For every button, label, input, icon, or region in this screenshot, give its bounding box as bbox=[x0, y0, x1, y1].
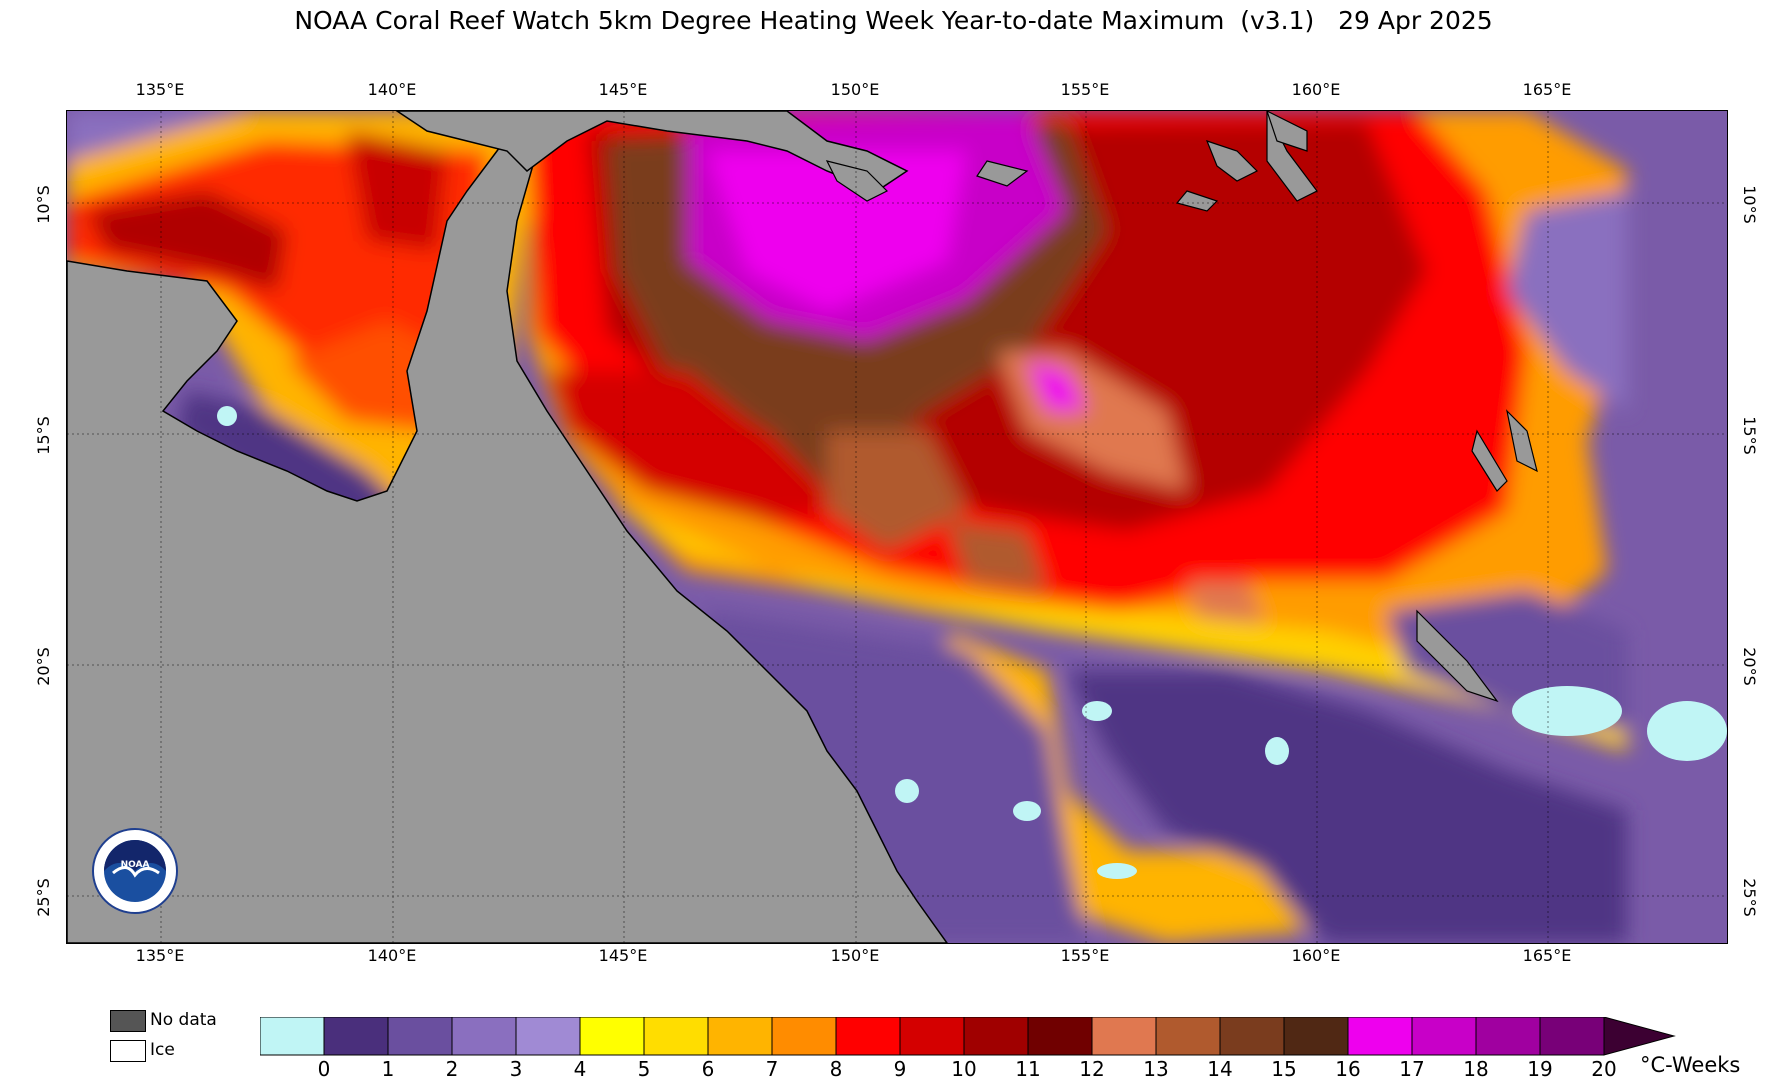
lat-label: 15°S bbox=[33, 416, 53, 455]
colorbar-cell bbox=[260, 1017, 325, 1056]
dhw-map[interactable]: NOAA bbox=[66, 110, 1728, 944]
colorbar-cell bbox=[1155, 1017, 1221, 1056]
colorbar-cell bbox=[899, 1017, 965, 1056]
islands bbox=[825, 111, 1538, 703]
lat-label: 20°S bbox=[1739, 647, 1759, 686]
heat-field bbox=[67, 111, 1627, 943]
lon-label: 165°E bbox=[1522, 946, 1572, 965]
colorbar-tick-label: 17 bbox=[1399, 1057, 1425, 1081]
map-canvas: NOAA bbox=[67, 111, 1727, 943]
colorbar-tick-label: 18 bbox=[1463, 1057, 1489, 1081]
ice-patches bbox=[217, 406, 1727, 879]
lon-label: 140°E bbox=[367, 80, 417, 99]
ice-swatch bbox=[110, 1040, 146, 1062]
lon-label: 150°E bbox=[830, 80, 880, 99]
colorbar-tick-label: 6 bbox=[701, 1057, 715, 1081]
colorbar-tick-label: 7 bbox=[765, 1057, 779, 1081]
colorbar-cell bbox=[1283, 1017, 1349, 1056]
lon-label: 135°E bbox=[135, 80, 185, 99]
colorbar-tick-label: 16 bbox=[1335, 1057, 1361, 1081]
colorbar-tick-label: 19 bbox=[1527, 1057, 1553, 1081]
lon-label: 160°E bbox=[1291, 946, 1341, 965]
colorbar-cell bbox=[963, 1017, 1029, 1056]
lat-label: 10°S bbox=[33, 185, 53, 224]
colorbar-cell bbox=[1539, 1017, 1605, 1056]
colorbar-cell bbox=[771, 1017, 837, 1056]
colorbar-tick-label: 5 bbox=[637, 1057, 651, 1081]
lon-label: 155°E bbox=[1060, 946, 1110, 965]
colorbar-tick-label: 10 bbox=[951, 1057, 977, 1081]
colorbar-cell bbox=[387, 1017, 453, 1056]
colorbar-tick-label: 2 bbox=[445, 1057, 459, 1081]
colorbar-cell bbox=[1091, 1017, 1157, 1056]
colorbar-tick-label: 12 bbox=[1079, 1057, 1105, 1081]
colorbar-tick-label: 14 bbox=[1207, 1057, 1233, 1081]
land-png bbox=[395, 111, 909, 192]
colorbar-cell bbox=[451, 1017, 517, 1056]
lon-label: 145°E bbox=[598, 80, 648, 99]
lat-label: 20°S bbox=[33, 647, 53, 686]
colorbar-tick-label: 4 bbox=[573, 1057, 587, 1081]
lon-label: 140°E bbox=[367, 946, 417, 965]
map-title: NOAA Coral Reef Watch 5km Degree Heating… bbox=[294, 6, 1493, 35]
colorbar-tick-label: 20 bbox=[1591, 1057, 1617, 1081]
svg-text:NOAA: NOAA bbox=[121, 860, 150, 870]
colorbar-tick-label: 0 bbox=[317, 1057, 331, 1081]
lon-label: 145°E bbox=[598, 946, 648, 965]
ice-label: Ice bbox=[150, 1040, 175, 1060]
colorbar-cell bbox=[1027, 1017, 1093, 1056]
colorbar-tick-label: 15 bbox=[1271, 1057, 1297, 1081]
lat-label: 15°S bbox=[1739, 416, 1759, 455]
nodata-swatch bbox=[110, 1010, 146, 1032]
colorbar bbox=[260, 1017, 1676, 1056]
colorbar-cell bbox=[1219, 1017, 1285, 1056]
colorbar-cell bbox=[835, 1017, 901, 1056]
land-australia bbox=[67, 111, 948, 943]
colorbar-tick-label: 1 bbox=[381, 1057, 395, 1081]
colorbar-tick-label: 9 bbox=[893, 1057, 907, 1081]
colorbar-cell bbox=[1347, 1017, 1413, 1056]
colorbar-cell bbox=[643, 1017, 709, 1056]
colorbar-cells bbox=[260, 1017, 1676, 1056]
colorbar-extension bbox=[1603, 1017, 1676, 1056]
colorbar-cell bbox=[579, 1017, 645, 1056]
lon-label: 155°E bbox=[1060, 80, 1110, 99]
colorbar-cell bbox=[707, 1017, 773, 1056]
colorbar-tick-label: 3 bbox=[509, 1057, 523, 1081]
nodata-label: No data bbox=[150, 1010, 217, 1030]
lon-label: 160°E bbox=[1291, 80, 1341, 99]
colorbar-cell bbox=[515, 1017, 581, 1056]
lat-label: 10°S bbox=[1739, 185, 1759, 224]
colorbar-cell bbox=[1475, 1017, 1541, 1056]
colorbar-tick-label: 8 bbox=[829, 1057, 843, 1081]
lon-label: 165°E bbox=[1522, 80, 1572, 99]
lat-label: 25°S bbox=[1739, 878, 1759, 917]
colorbar-cell bbox=[323, 1017, 389, 1056]
lat-label: 25°S bbox=[33, 878, 53, 917]
colorbar-cell bbox=[1411, 1017, 1477, 1056]
gridlines bbox=[67, 111, 1727, 943]
colorbar-tick-label: 11 bbox=[1015, 1057, 1041, 1081]
colorbar-units: °C-Weeks bbox=[1640, 1053, 1741, 1077]
noaa-logo: NOAA bbox=[92, 828, 178, 914]
lon-label: 135°E bbox=[135, 946, 185, 965]
colorbar-tick-label: 13 bbox=[1143, 1057, 1169, 1081]
lon-label: 150°E bbox=[830, 946, 880, 965]
